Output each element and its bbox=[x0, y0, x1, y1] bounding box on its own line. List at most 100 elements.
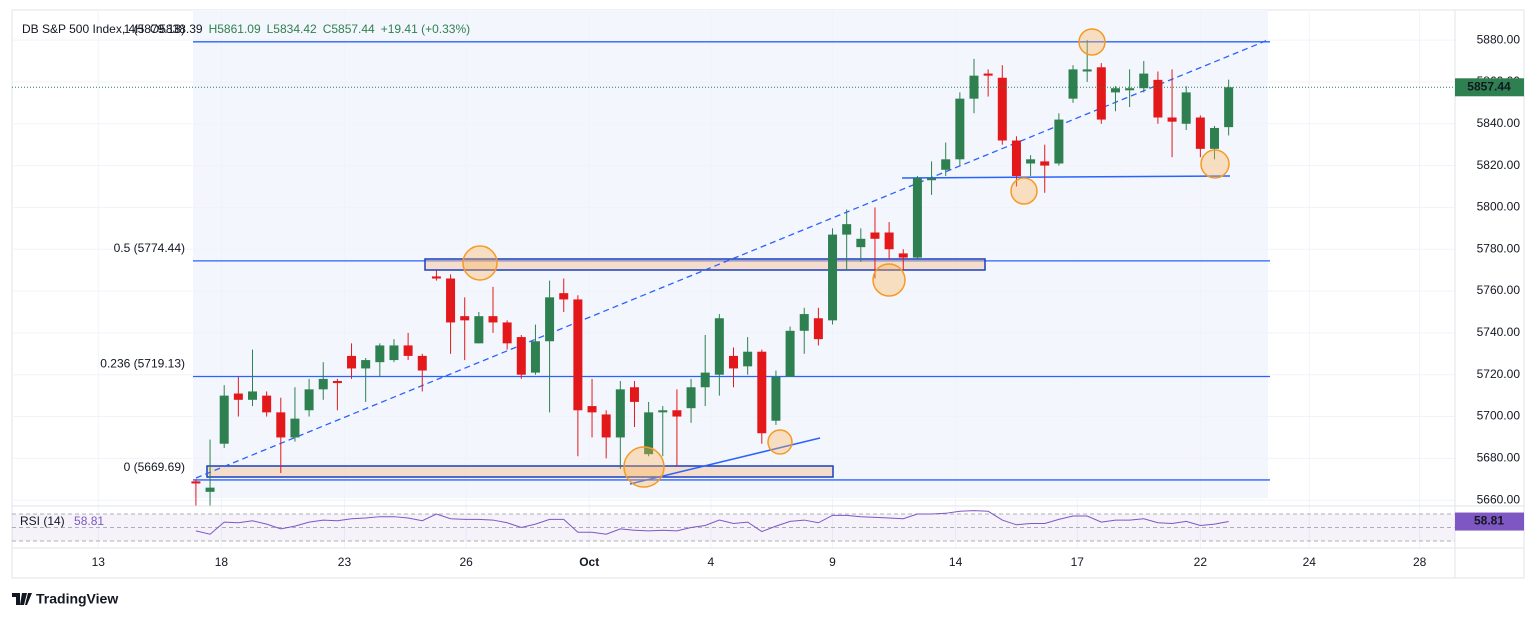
x-tick-label: 13 bbox=[92, 555, 106, 569]
y-tick-label: 5660.00 bbox=[1477, 492, 1521, 506]
x-tick-label: 4 bbox=[708, 555, 715, 569]
x-tick-label: 22 bbox=[1194, 555, 1208, 569]
highlight-circle bbox=[872, 263, 906, 297]
fib-label: 1 (5879.18) bbox=[124, 22, 185, 36]
brand: TradingView bbox=[12, 591, 118, 607]
header-value: C5857.44 bbox=[323, 22, 375, 36]
y-tick-label: 5820.00 bbox=[1477, 158, 1521, 172]
candle-body bbox=[771, 376, 781, 421]
candle-body bbox=[474, 316, 484, 344]
candle-body bbox=[460, 316, 470, 321]
candle-body bbox=[615, 389, 625, 438]
y-tick-label: 5760.00 bbox=[1477, 283, 1521, 297]
candle-body bbox=[233, 393, 243, 400]
x-tick-label: 14 bbox=[949, 555, 963, 569]
candle-body bbox=[912, 178, 922, 258]
candle-body bbox=[658, 410, 668, 413]
candle-body bbox=[1125, 88, 1135, 91]
candle-body bbox=[488, 316, 498, 323]
trend-line bbox=[195, 39, 1269, 479]
fib-label: 0.5 (5774.44) bbox=[114, 241, 185, 255]
candle-body bbox=[389, 345, 399, 361]
candle-body bbox=[714, 318, 724, 375]
highlights bbox=[462, 28, 1230, 488]
header-value: H5861.09 bbox=[209, 22, 261, 36]
last-price-label: 5857.44 bbox=[1467, 79, 1511, 93]
drawings bbox=[195, 39, 1269, 485]
candle-body bbox=[799, 314, 809, 331]
support-line bbox=[901, 175, 1231, 179]
rsi-pane bbox=[12, 510, 1455, 542]
y-tick-label: 5880.00 bbox=[1477, 32, 1521, 46]
y-tick-label: 5740.00 bbox=[1477, 325, 1521, 339]
candle-body bbox=[813, 318, 823, 340]
candle-body bbox=[983, 73, 993, 76]
candle-body bbox=[1195, 117, 1205, 149]
candle-body bbox=[757, 351, 767, 434]
candle-body bbox=[530, 341, 540, 373]
candle-body bbox=[941, 159, 951, 170]
candle-body bbox=[884, 232, 894, 250]
axes: 5660.00 5680.00 5700.00 5720.00 5740.00 5760.… bbox=[12, 32, 1524, 569]
candle-body bbox=[1082, 69, 1092, 72]
candle-body bbox=[729, 355, 738, 369]
candle-body bbox=[361, 360, 371, 369]
candle-body bbox=[290, 418, 300, 438]
zone-box bbox=[424, 258, 986, 271]
zone-box bbox=[206, 465, 834, 478]
candle-body bbox=[644, 412, 654, 455]
y-tick-label: 5680.00 bbox=[1477, 451, 1521, 465]
candle-body bbox=[629, 387, 639, 402]
candle-body bbox=[375, 345, 385, 363]
candle-body bbox=[417, 355, 427, 371]
candle-body bbox=[559, 293, 569, 300]
candle-body bbox=[1181, 92, 1191, 124]
rsi-value-box bbox=[1455, 512, 1524, 531]
candle-body bbox=[1153, 79, 1163, 118]
candle-body bbox=[842, 224, 852, 235]
candle-body bbox=[686, 387, 696, 409]
candle-body bbox=[785, 330, 795, 377]
y-tick-label: 5800.00 bbox=[1477, 200, 1521, 214]
candle-body bbox=[191, 481, 201, 484]
brand-logo bbox=[12, 593, 32, 605]
last-price-box bbox=[1455, 78, 1524, 97]
x-tick-label: 28 bbox=[1413, 555, 1427, 569]
highlight-circle bbox=[1200, 149, 1230, 179]
candle-body bbox=[955, 98, 965, 160]
candle-body bbox=[1011, 140, 1021, 177]
highlight-circle bbox=[462, 245, 498, 281]
x-tick-label: 17 bbox=[1071, 555, 1085, 569]
rsi-line bbox=[195, 510, 1229, 535]
candle-body bbox=[516, 337, 526, 375]
highlight-circle bbox=[767, 429, 793, 455]
candle-body bbox=[276, 412, 286, 438]
fib-retracement: 1 (5879.18) 0.5 (5774.44) 0.236 (5719.13) 0… bbox=[100, 22, 1270, 481]
candle-body bbox=[403, 345, 413, 356]
candle-body bbox=[587, 406, 597, 413]
rsi-value: 58.81 bbox=[74, 514, 104, 528]
candle-body bbox=[969, 75, 979, 99]
header: DB S&P 500 Index, 4H O5838.39 H5861.09 L583… bbox=[22, 22, 470, 36]
candle-body bbox=[1068, 69, 1078, 99]
x-tick-label: Oct bbox=[579, 555, 599, 569]
candle-body bbox=[318, 378, 328, 390]
candle-body bbox=[997, 77, 1007, 141]
candle-body bbox=[1210, 127, 1219, 149]
candle-body bbox=[870, 232, 880, 239]
candle-body bbox=[1224, 87, 1234, 128]
rsi-label: RSI (14) bbox=[20, 514, 65, 528]
y-tick-label: 5700.00 bbox=[1477, 409, 1521, 423]
candle-body bbox=[545, 297, 555, 342]
candle-body bbox=[304, 389, 314, 411]
y-tick-label: 5720.00 bbox=[1477, 367, 1521, 381]
chart-title: DB S&P 500 Index, 4H bbox=[22, 22, 144, 36]
candle-body bbox=[856, 238, 866, 248]
candle-body bbox=[1096, 67, 1106, 120]
candle-body bbox=[828, 234, 838, 321]
candle-body bbox=[601, 414, 611, 438]
candle-body bbox=[262, 395, 272, 413]
rsi-value-label: 58.81 bbox=[1474, 514, 1504, 528]
